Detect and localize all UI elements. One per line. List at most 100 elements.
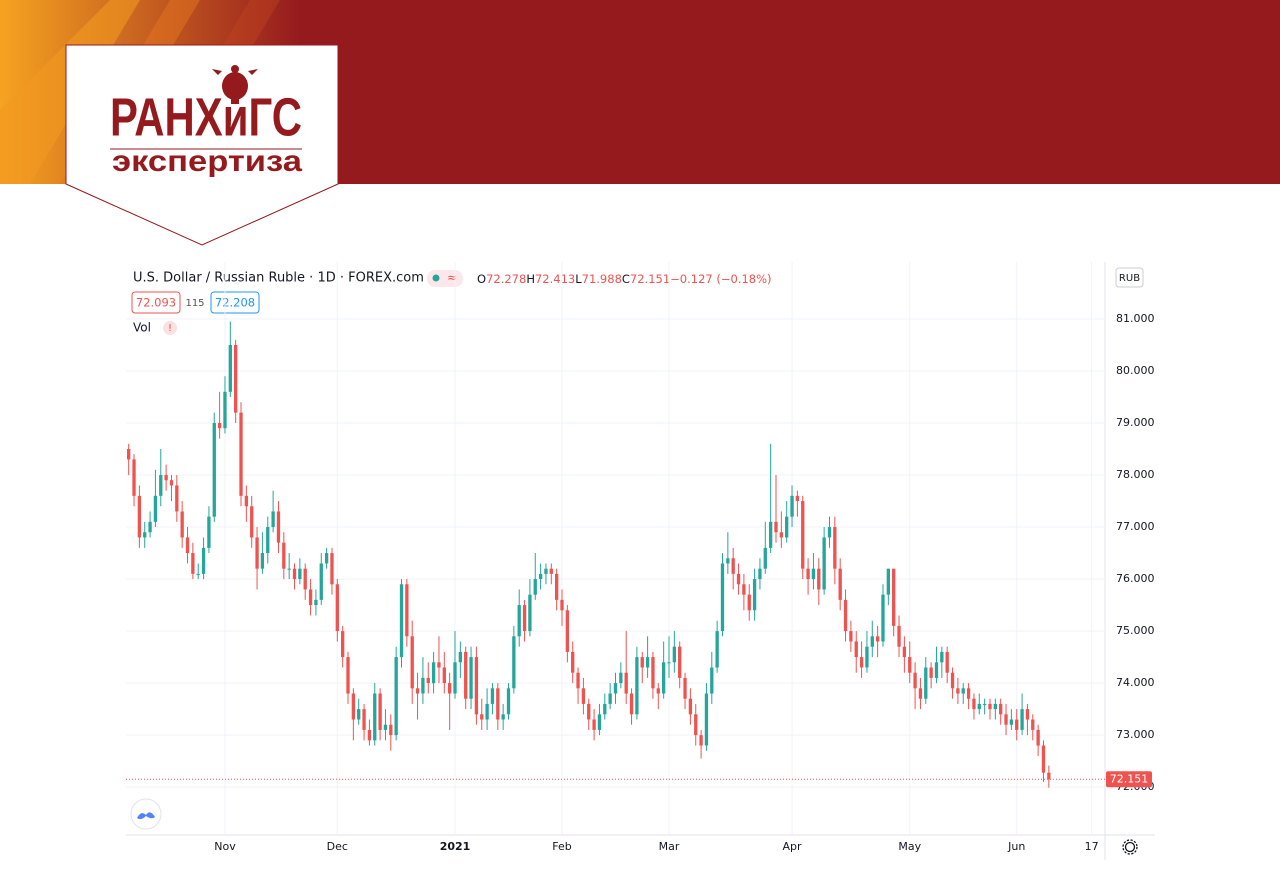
settings-gear[interactable] — [1122, 839, 1138, 855]
candle-body — [902, 646, 907, 658]
candle-body — [554, 573, 559, 600]
candle-body — [587, 703, 591, 720]
candle-body — [758, 568, 762, 580]
last-price-label: 72.151 — [1110, 772, 1149, 785]
candle-body — [367, 729, 372, 741]
tv-logo[interactable] — [130, 798, 162, 830]
candle-body — [672, 646, 677, 663]
candle-body — [410, 636, 414, 689]
y-tick-label: 77.000 — [1116, 520, 1155, 533]
candle-body — [870, 636, 874, 647]
candle-body — [961, 688, 965, 694]
candle-body — [175, 485, 179, 512]
ohlc-change: −0.127 (−0.18%) — [670, 272, 771, 286]
candle-body — [897, 625, 901, 647]
candle-body — [448, 683, 452, 694]
candle-body — [223, 391, 227, 429]
candle-body — [399, 584, 404, 658]
candle-body — [437, 662, 441, 668]
candle-body — [185, 537, 190, 554]
candle-body — [260, 553, 265, 569]
candle-body — [768, 521, 773, 548]
candle-body — [924, 667, 928, 699]
candle-body — [865, 646, 869, 668]
candle-body — [993, 703, 997, 710]
candle-body — [544, 568, 548, 574]
candle-body — [613, 683, 618, 694]
candle-body — [565, 610, 570, 652]
candle-body — [362, 709, 366, 730]
candle-body — [389, 724, 393, 736]
x-tick-label: 17 — [1085, 840, 1099, 853]
candle-body — [592, 719, 596, 730]
candle-body — [704, 693, 709, 746]
candle-body — [945, 651, 949, 673]
currency-label: RUB — [1119, 273, 1140, 284]
candle-body — [426, 677, 430, 684]
candle-body — [512, 636, 516, 689]
candle-body — [892, 568, 896, 626]
indicator-label[interactable]: Vol — [133, 321, 151, 335]
candle-body — [875, 636, 880, 642]
x-tick-label: 2021 — [440, 840, 471, 853]
candle-body — [549, 568, 553, 574]
status-badge: ≈ — [427, 270, 463, 287]
currency-box[interactable] — [1115, 267, 1144, 288]
candle-body — [908, 657, 912, 673]
candle-body — [266, 527, 270, 554]
candle-body — [180, 511, 184, 538]
candle-body — [485, 703, 489, 720]
candle-body — [228, 344, 232, 392]
ask-box — [210, 291, 260, 314]
ohlc-value: 72.278 — [486, 272, 526, 286]
candle-body — [950, 672, 955, 689]
last-price-box — [1106, 771, 1152, 788]
candle-body — [678, 646, 682, 678]
candle-body — [538, 573, 543, 580]
candle-body — [1036, 729, 1040, 746]
x-tick-label: Dec — [327, 840, 348, 853]
candle-body — [191, 553, 195, 574]
candle-body — [597, 714, 602, 730]
candle-body — [490, 688, 495, 704]
candle-body — [619, 672, 623, 684]
candle-body — [346, 657, 350, 694]
logo-subtitle: экспертиза — [112, 145, 302, 178]
candle-body — [881, 594, 885, 642]
candle-body — [645, 657, 650, 668]
candle-body — [522, 605, 527, 632]
y-tick-label: 78.000 — [1116, 468, 1155, 481]
candle-body — [244, 495, 249, 507]
candle-body — [528, 594, 532, 632]
ohlc-value: 72.151 — [630, 272, 670, 286]
svg-text:≈: ≈ — [447, 271, 457, 285]
candle-body — [661, 662, 666, 694]
candle-body — [282, 542, 286, 569]
y-tick-label: 73.000 — [1116, 728, 1155, 741]
candle-body — [159, 475, 163, 496]
bid-box — [131, 291, 181, 314]
candle-body — [415, 688, 420, 694]
ohlc-legend: O72.278H72.413L71.988C72.151−0.127 (−0.1… — [477, 272, 772, 286]
candle-body — [137, 495, 142, 538]
candle-body — [303, 568, 307, 590]
candle-body — [720, 563, 725, 632]
candle-body — [373, 693, 377, 741]
candle-body — [335, 584, 339, 632]
candle-body — [292, 568, 297, 580]
candle-body — [394, 657, 398, 736]
candle-body — [431, 662, 436, 684]
candle-body — [464, 651, 468, 699]
candle-body — [651, 657, 655, 689]
candle-body — [683, 677, 687, 699]
logo-card: РАНХиГС экспертиза — [65, 44, 339, 246]
candle-body — [667, 662, 671, 664]
ohlc-label: H — [526, 272, 535, 286]
warning-icon[interactable] — [163, 321, 177, 335]
x-tick-label: Nov — [214, 840, 236, 853]
candle-body — [324, 553, 329, 564]
candle-body — [827, 527, 832, 538]
candle-body — [747, 594, 751, 611]
candle-body — [982, 703, 987, 705]
